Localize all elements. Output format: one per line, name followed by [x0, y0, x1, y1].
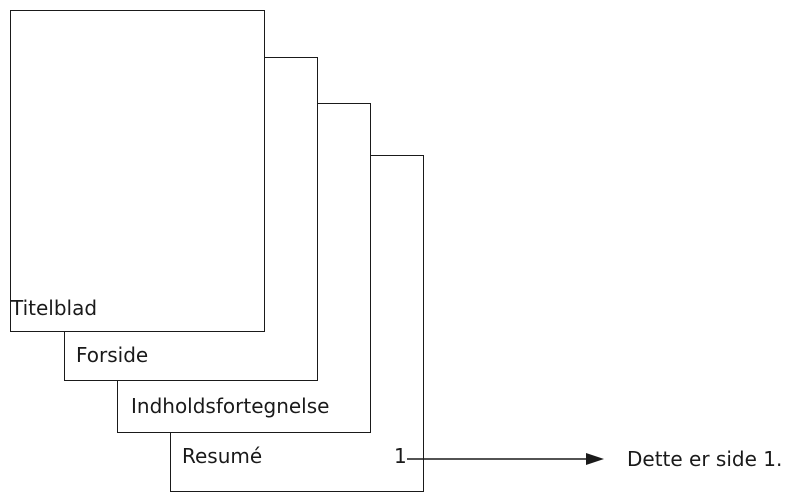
forside-label: Forside: [76, 343, 149, 367]
indholdsfortegnelse-label: Indholdsfortegnelse: [131, 394, 330, 418]
titelblad-label: Titelblad: [11, 296, 98, 320]
page-titelblad: [10, 10, 265, 332]
arrow-head-icon: [586, 453, 604, 465]
page-note: Dette er side 1.: [627, 447, 783, 471]
page-forside-strip: [64, 331, 318, 381]
page-indholdsfortegnelse-strip: [117, 380, 371, 433]
page-number-label: 1: [394, 444, 407, 468]
resume-label: Resumé: [182, 444, 263, 468]
